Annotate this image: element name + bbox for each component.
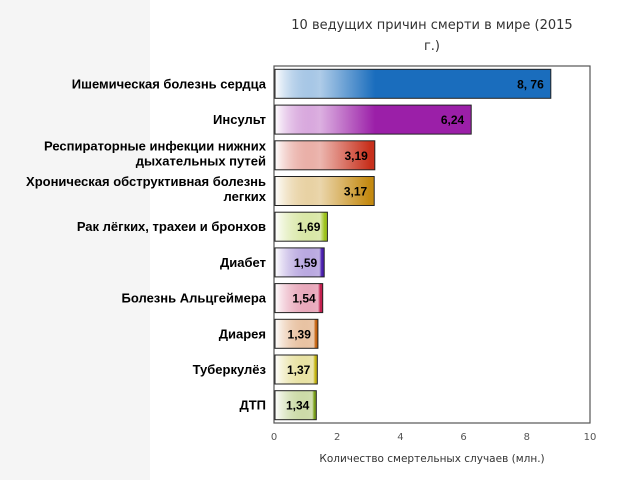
bar-8: [274, 318, 319, 349]
category-label-3-line-1: Респираторные инфекции нижних: [44, 138, 267, 153]
category-label-1-line-1: Ишемическая болезнь сердца: [72, 76, 267, 91]
category-label-4-line-1: Хроническая обструктивная болезнь: [26, 174, 266, 189]
bar-1: [274, 68, 552, 99]
bar-5: [274, 211, 328, 242]
x-tick-label-2: 2: [334, 432, 340, 443]
left-gray-strip: [0, 0, 150, 480]
x-tick-label-6: 6: [460, 432, 466, 443]
category-label-3-line-2: дыхательных путей: [136, 153, 266, 168]
category-label-8-line-1: Диарея: [219, 326, 266, 341]
category-label-10-line-1: ДТП: [239, 398, 266, 413]
value-label-3: 3,19: [344, 149, 368, 163]
x-tick-label-10: 10: [584, 432, 597, 443]
bar-9: [274, 354, 318, 385]
plot-area-frame: [273, 65, 591, 424]
x-axis-title: Количество смертельных случаев (млн.): [319, 453, 544, 465]
bar-3: [274, 140, 376, 171]
category-label-2-line-1: Инсульт: [213, 112, 266, 127]
x-tick-label-4: 4: [397, 432, 403, 443]
value-label-10: 1,34: [286, 399, 310, 413]
bars-group: 8, 76 6,24 3,19 3,17 1,69 1,59 1,54 1,39 1,37 1,3…: [274, 68, 552, 421]
x-tick-label-0: 0: [271, 432, 277, 443]
x-tick-label-8: 8: [524, 432, 530, 443]
category-label-4-line-2: легких: [224, 189, 267, 204]
bar-2: [274, 104, 472, 135]
x-axis-ticks-group: 0 2 4 6 8 10: [271, 432, 597, 443]
value-label-9: 1,37: [287, 363, 311, 377]
category-label-5-line-1: Рак лёгких, трахеи и бронхов: [77, 219, 266, 234]
value-label-2: 6,24: [441, 113, 465, 127]
bar-4: [274, 176, 375, 206]
bar-7: [274, 283, 324, 314]
bar-6: [274, 247, 325, 278]
value-label-7: 1,54: [292, 292, 316, 306]
value-label-1: 8, 76: [517, 77, 544, 91]
value-label-8: 1,39: [288, 327, 312, 341]
chart-title-line-1: 10 ведущих причин смерти в мире (2015: [291, 18, 572, 33]
category-label-7-line-1: Болезнь Альцгеймера: [122, 291, 267, 306]
value-label-6: 1,59: [294, 256, 318, 270]
value-label-5: 1,69: [297, 220, 321, 234]
category-label-6-line-1: Диабет: [220, 255, 266, 270]
chart-title-line-2: г.): [424, 39, 440, 54]
bar-10: [274, 390, 317, 421]
category-label-9-line-1: Туберкулёз: [193, 362, 267, 377]
category-labels-group: Ишемическая болезнь сердца Инсульт Респира…: [26, 76, 267, 412]
value-label-4: 3,17: [344, 185, 368, 199]
